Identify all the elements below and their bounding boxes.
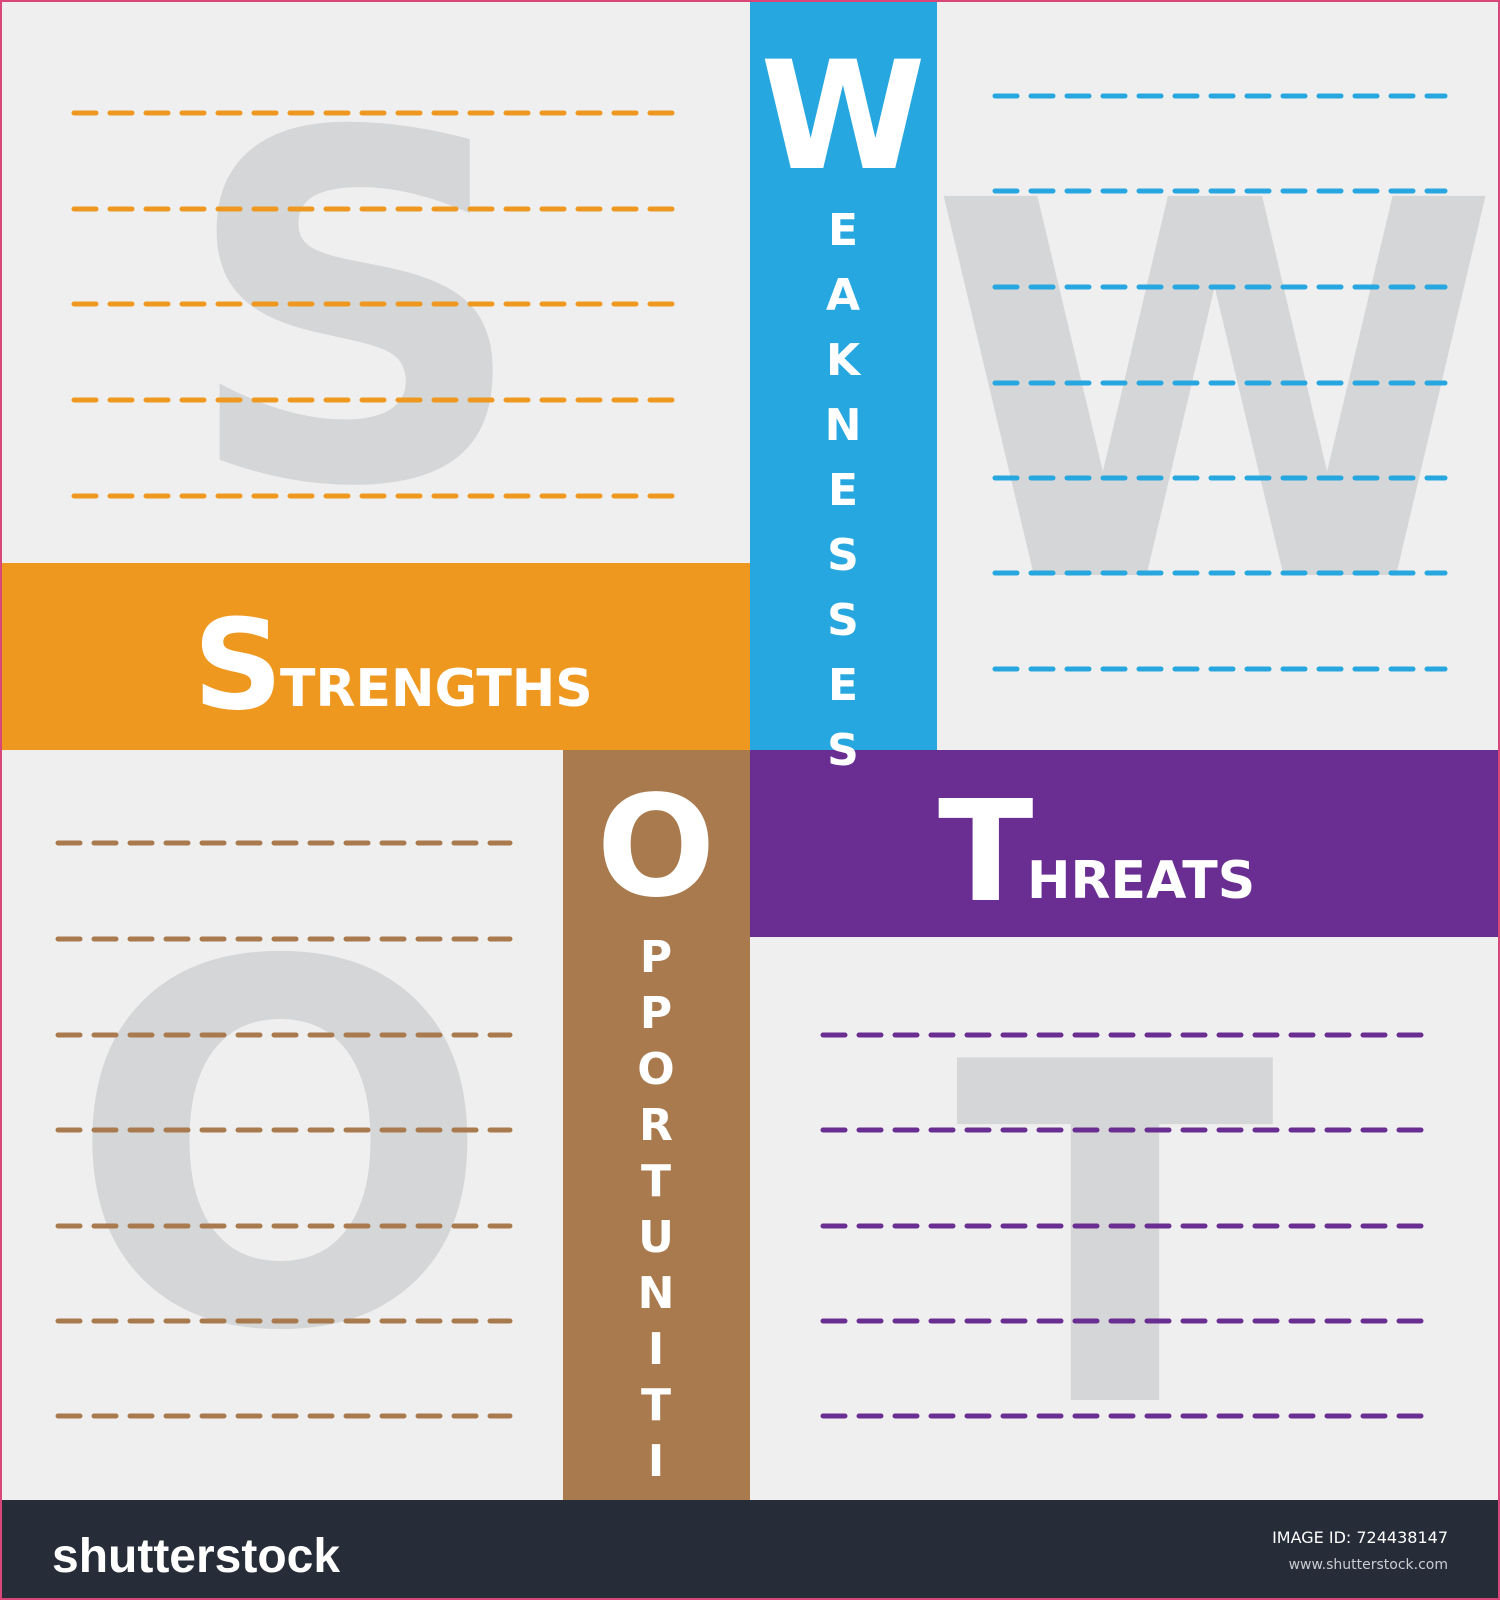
bg-letter-o: O [67, 858, 492, 1440]
strengths-band [0, 563, 750, 750]
bg-letter-w: W [928, 92, 1500, 698]
footer [0, 1500, 1500, 1600]
weaknesses-rest: EAKNESSES [818, 205, 869, 790]
footer-image-id: IMAGE ID: 724438147 [1272, 1528, 1448, 1547]
opportunities-initial: O [596, 766, 715, 929]
footer-brand: shutterstock [52, 1530, 340, 1583]
threats-rest: HREATS [1027, 851, 1255, 911]
strengths-rest: TRENGTHS [280, 659, 593, 719]
strengths-initial: S [193, 593, 283, 738]
weaknesses-initial: W [760, 30, 925, 204]
threats-initial: T [938, 771, 1034, 934]
opportunities-rest: PPORTUNITIES [631, 932, 682, 1600]
bg-letter-t: T [955, 964, 1278, 1511]
weaknesses-band [750, 0, 937, 750]
footer-url: www.shutterstock.com [1289, 1557, 1448, 1573]
bg-letter-s: S [182, 33, 528, 592]
threats-band [750, 750, 1500, 937]
opportunities-band [563, 750, 750, 1500]
dashed-lines [55, 93, 1448, 1419]
